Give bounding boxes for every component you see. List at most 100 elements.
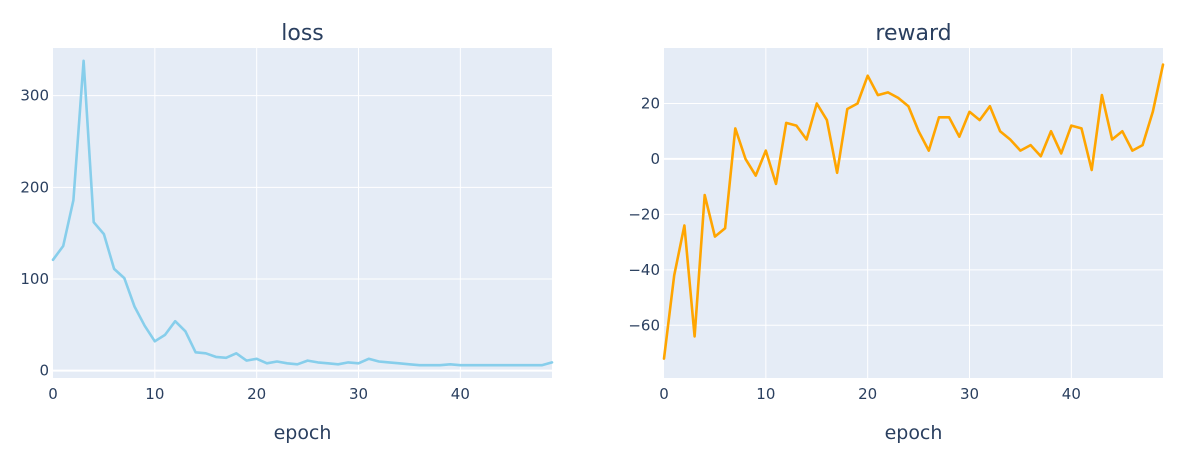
data-point-loss — [285, 361, 289, 365]
y-tick-label-loss: 200 — [20, 178, 49, 196]
data-point-loss — [173, 319, 177, 323]
data-point-reward — [1161, 63, 1165, 67]
data-point-loss — [143, 324, 147, 328]
data-point-reward — [937, 115, 941, 119]
plot-area-reward — [664, 48, 1163, 378]
data-point-reward — [988, 104, 992, 108]
x-tick-label-reward: 0 — [659, 385, 669, 403]
data-point-loss — [71, 198, 75, 202]
data-point-loss — [102, 232, 106, 236]
data-point-reward — [896, 96, 900, 100]
x-axis-label-loss: epoch — [274, 422, 332, 444]
data-point-loss — [194, 350, 198, 354]
data-point-reward — [1029, 143, 1033, 147]
data-point-loss — [51, 258, 55, 262]
data-point-reward — [733, 126, 737, 130]
data-point-reward — [906, 104, 910, 108]
data-point-loss — [326, 361, 330, 365]
data-point-reward — [1049, 129, 1053, 133]
data-point-loss — [519, 363, 523, 367]
data-point-loss — [550, 360, 554, 364]
data-point-reward — [1080, 126, 1084, 130]
data-point-reward — [774, 182, 778, 186]
data-point-loss — [265, 361, 269, 365]
data-point-loss — [458, 363, 462, 367]
data-point-reward — [1018, 149, 1022, 153]
data-point-loss — [448, 362, 452, 366]
x-tick-label-reward: 30 — [960, 385, 979, 403]
data-point-reward — [713, 235, 717, 239]
chart-title-reward: reward — [875, 21, 951, 46]
y-tick-label-loss: 0 — [39, 362, 49, 380]
x-tick-label-loss: 10 — [145, 385, 164, 403]
data-point-reward — [917, 129, 921, 133]
data-point-loss — [295, 362, 299, 366]
y-tick-label-loss: 100 — [20, 270, 49, 288]
data-point-reward — [1141, 143, 1145, 147]
data-point-loss — [275, 360, 279, 364]
data-point-reward — [968, 110, 972, 114]
plot-area-loss — [53, 48, 552, 378]
data-point-loss — [132, 305, 136, 309]
data-point-loss — [407, 362, 411, 366]
data-point-loss — [428, 363, 432, 367]
data-point-loss — [255, 357, 259, 361]
data-point-reward — [723, 226, 727, 230]
data-point-loss — [183, 329, 187, 333]
data-point-loss — [418, 363, 422, 367]
data-point-loss — [306, 359, 310, 363]
data-point-reward — [693, 334, 697, 338]
data-point-reward — [876, 93, 880, 97]
data-point-reward — [1059, 151, 1063, 155]
y-tick-label-reward: −20 — [628, 205, 660, 223]
data-point-reward — [682, 223, 686, 227]
data-point-reward — [1110, 138, 1114, 142]
x-axis-label-reward: epoch — [885, 422, 943, 444]
data-point-loss — [489, 363, 493, 367]
data-point-reward — [947, 115, 951, 119]
x-tick-label-loss: 40 — [451, 385, 470, 403]
data-point-loss — [316, 360, 320, 364]
data-point-loss — [244, 359, 248, 363]
data-point-loss — [438, 363, 442, 367]
data-point-loss — [397, 361, 401, 365]
x-tick-label-loss: 20 — [247, 385, 266, 403]
data-point-reward — [794, 124, 798, 128]
data-point-loss — [357, 361, 361, 365]
data-point-reward — [886, 90, 890, 94]
x-tick-label-loss: 0 — [48, 385, 58, 403]
data-point-loss — [387, 360, 391, 364]
y-tick-label-loss: 300 — [20, 87, 49, 105]
data-point-reward — [855, 101, 859, 105]
data-point-reward — [672, 273, 676, 277]
series-line-loss — [51, 59, 554, 367]
chart-title-loss: loss — [281, 21, 324, 46]
series-line-reward — [662, 63, 1165, 360]
x-tick-label-reward: 40 — [1062, 385, 1081, 403]
data-point-reward — [703, 193, 707, 197]
data-point-loss — [204, 351, 208, 355]
data-point-reward — [1069, 124, 1073, 128]
data-point-reward — [1100, 93, 1104, 97]
y-tick-label-reward: 20 — [641, 94, 660, 112]
data-point-loss — [469, 363, 473, 367]
data-point-reward — [815, 101, 819, 105]
x-tick-label-reward: 10 — [756, 385, 775, 403]
data-point-loss — [112, 267, 116, 271]
data-point-reward — [1151, 110, 1155, 114]
data-point-loss — [153, 339, 157, 343]
data-point-loss — [82, 59, 86, 63]
chart-loss: 0 10 20 30 40 0 100 200 300 loss epoch — [20, 21, 554, 444]
data-point-loss — [122, 276, 126, 280]
y-tick-label-reward: 0 — [650, 150, 660, 168]
data-point-reward — [1090, 168, 1094, 172]
data-point-reward — [1039, 154, 1043, 158]
data-point-loss — [92, 220, 96, 224]
data-point-reward — [764, 149, 768, 153]
data-point-loss — [336, 362, 340, 366]
data-point-loss — [530, 363, 534, 367]
data-point-reward — [866, 74, 870, 78]
data-point-loss — [540, 363, 544, 367]
data-point-loss — [377, 360, 381, 364]
